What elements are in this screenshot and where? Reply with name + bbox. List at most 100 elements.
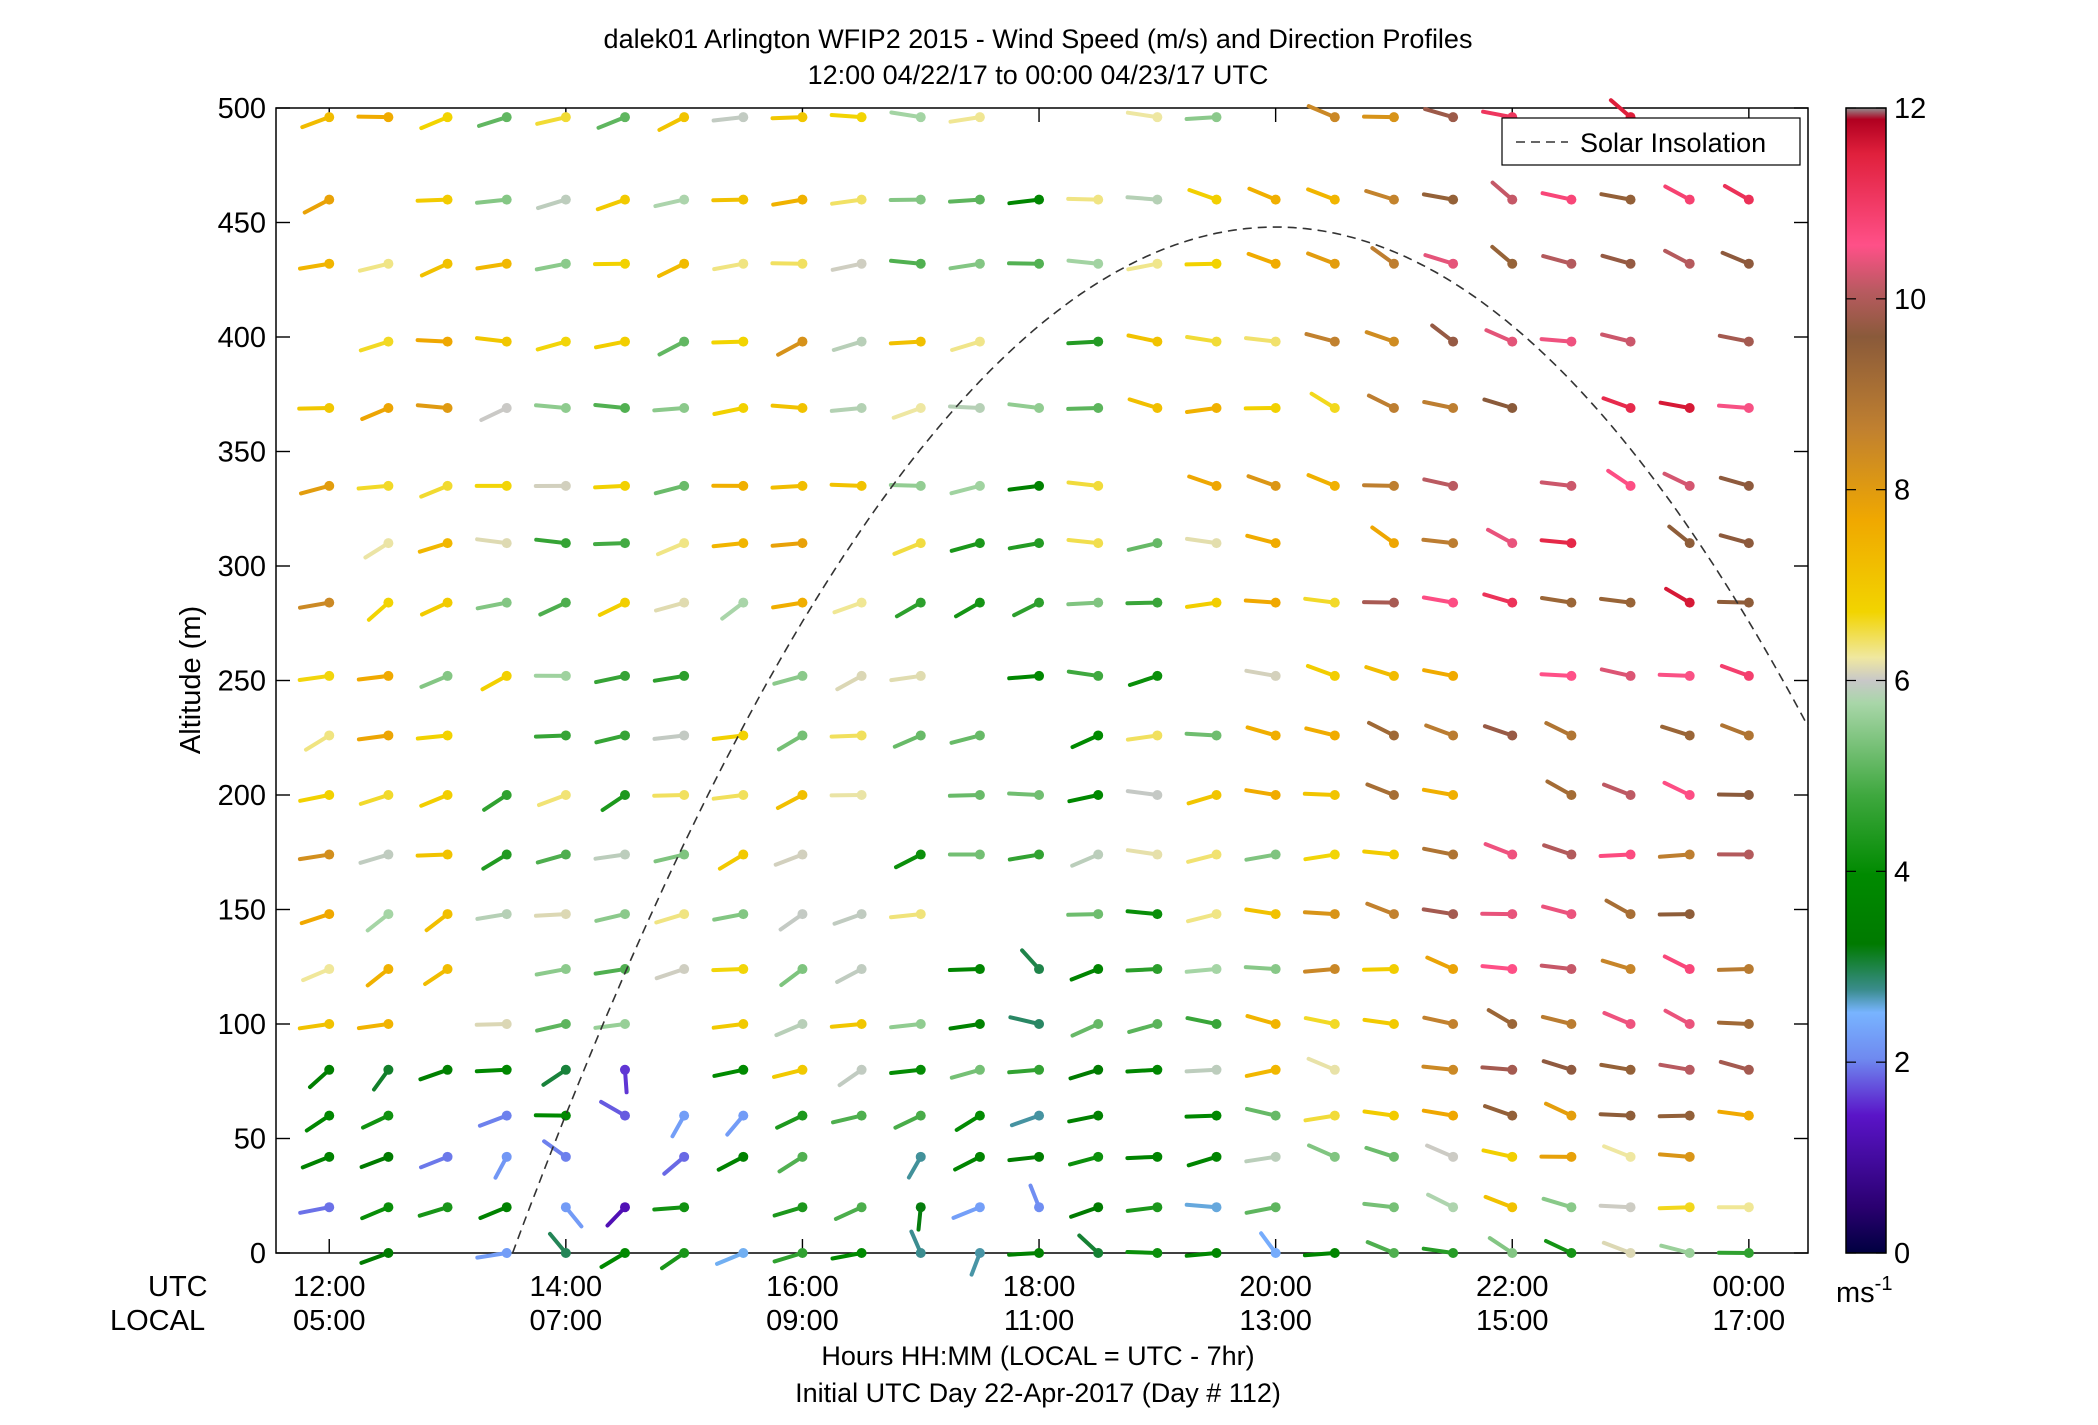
wind-barb-dot xyxy=(1566,538,1577,549)
wind-barb-dot xyxy=(1034,964,1045,975)
wind-barb-shaft xyxy=(1302,791,1337,797)
wind-barb-dot xyxy=(1211,1202,1222,1213)
wind-barb-dot xyxy=(1566,1110,1577,1121)
wind-barb-dot xyxy=(856,480,867,491)
wind-barb-dot xyxy=(501,1151,512,1162)
wind-barb-dot xyxy=(383,538,394,549)
wind-barb-dot xyxy=(1093,670,1104,681)
wind-barb-dot xyxy=(560,597,571,608)
wind-barb-dot xyxy=(1152,1248,1163,1258)
wind-barb-dot xyxy=(974,1202,985,1213)
wind-barb-dot xyxy=(619,194,630,205)
wind-barb-dot xyxy=(1684,538,1695,549)
wind-barb-dot xyxy=(1684,1202,1695,1213)
wind-barb-dot xyxy=(1625,1064,1636,1075)
wind-barb-dot xyxy=(1152,112,1163,123)
wind-barb-dot xyxy=(1625,670,1636,681)
wind-barb-dot xyxy=(1034,1110,1045,1121)
wind-barb-dot xyxy=(383,480,394,491)
wind-barb-dot xyxy=(738,1064,749,1075)
wind-barb-dot xyxy=(1034,258,1045,269)
wind-barb-dot xyxy=(560,964,571,975)
wind-barb-dot xyxy=(1448,1248,1459,1258)
wind-barb-dot xyxy=(1211,597,1222,608)
wind-barb-dot xyxy=(501,1202,512,1213)
wind-barb-dot xyxy=(974,849,985,860)
wind-barb-dot xyxy=(501,402,512,413)
wind-barb-dot xyxy=(1743,402,1754,413)
wind-barb-dot xyxy=(797,258,808,269)
chart-subtitle: 12:00 04/22/17 to 00:00 04/23/17 UTC xyxy=(808,60,1269,90)
wind-barb-dot xyxy=(619,730,630,741)
wind-barb-dot xyxy=(856,402,867,413)
wind-barb-dot xyxy=(560,1248,571,1258)
wind-barb-dot xyxy=(619,597,630,608)
wind-barb-dot xyxy=(915,1151,926,1162)
wind-barb-dot xyxy=(797,1019,808,1029)
wind-barb-dot xyxy=(797,194,808,205)
chart-title: dalek01 Arlington WFIP2 2015 - Wind Spee… xyxy=(604,24,1473,54)
wind-barb-dot xyxy=(383,730,394,741)
wind-barb-dot xyxy=(1329,909,1340,920)
wind-barb-dot xyxy=(1211,480,1222,491)
wind-barb-dot xyxy=(324,730,335,741)
y-tick-label: 250 xyxy=(218,666,266,698)
wind-barb-dot xyxy=(1388,1202,1399,1213)
wind-barb-dot xyxy=(442,1064,453,1075)
wind-barb-dot xyxy=(1507,1019,1518,1029)
wind-barb-dot xyxy=(1388,538,1399,549)
wind-barb-dot xyxy=(560,909,571,920)
wind-barb-dot xyxy=(560,790,571,800)
wind-barb-dot xyxy=(619,790,630,800)
wind-barb-dot xyxy=(1507,849,1518,860)
wind-barb-dot xyxy=(915,730,926,741)
wind-barb-dot xyxy=(1329,1151,1340,1162)
wind-barb-dot xyxy=(1566,1064,1577,1075)
wind-barb-dot xyxy=(324,1202,335,1213)
wind-barb-dot xyxy=(856,909,867,920)
wind-barb-dot xyxy=(1152,790,1163,800)
wind-barb-dot xyxy=(1270,964,1281,975)
wind-barb-dot xyxy=(974,336,985,347)
wind-barb-dot xyxy=(797,1248,808,1258)
wind-barb-shaft xyxy=(1657,672,1692,678)
y-tick-label: 200 xyxy=(218,780,266,812)
wind-barb-dot xyxy=(679,258,690,269)
wind-barb-dot xyxy=(1743,1019,1754,1029)
wind-barb-dot xyxy=(738,790,749,800)
wind-barb-dot xyxy=(1507,964,1518,975)
wind-barb-shaft xyxy=(1184,261,1219,267)
wind-barb-dot xyxy=(1211,790,1222,800)
wind-barb-dot xyxy=(442,336,453,347)
wind-barb-dot xyxy=(797,480,808,491)
wind-barb-dot xyxy=(619,480,630,491)
wind-barb-dot xyxy=(797,670,808,681)
wind-barb-dot xyxy=(738,1110,749,1121)
x-tick-label-utc: 16:00 xyxy=(766,1271,839,1303)
wind-barb-dot xyxy=(1211,849,1222,860)
wind-barb-dot xyxy=(974,402,985,413)
wind-barb-dot xyxy=(383,670,394,681)
wind-barb-dot xyxy=(1270,480,1281,491)
wind-barb-dot xyxy=(619,402,630,413)
wind-barb-dot xyxy=(1034,1202,1045,1213)
colorbar-tick-label: 4 xyxy=(1894,856,1910,888)
wind-barb-dot xyxy=(560,1202,571,1213)
wind-barb-dot xyxy=(1152,670,1163,681)
wind-barb-dot xyxy=(1684,1151,1695,1162)
y-tick-label: 450 xyxy=(218,208,266,240)
wind-barb-dot xyxy=(442,964,453,975)
wind-barb-dot xyxy=(1507,538,1518,549)
wind-barb-dot xyxy=(738,1248,749,1258)
wind-barb-dot xyxy=(501,909,512,920)
wind-barb-dot xyxy=(974,1110,985,1121)
wind-barb-dot xyxy=(1684,480,1695,491)
wind-barb-dot xyxy=(501,1019,512,1029)
wind-barb-dot xyxy=(324,909,335,920)
wind-barb-dot xyxy=(1448,1019,1459,1029)
wind-barb-dot xyxy=(1448,1202,1459,1213)
wind-barb-dot xyxy=(1034,538,1045,549)
wind-barb-dot xyxy=(1625,480,1636,491)
wind-barb-dot xyxy=(1270,402,1281,413)
wind-barb-dot xyxy=(1507,194,1518,205)
